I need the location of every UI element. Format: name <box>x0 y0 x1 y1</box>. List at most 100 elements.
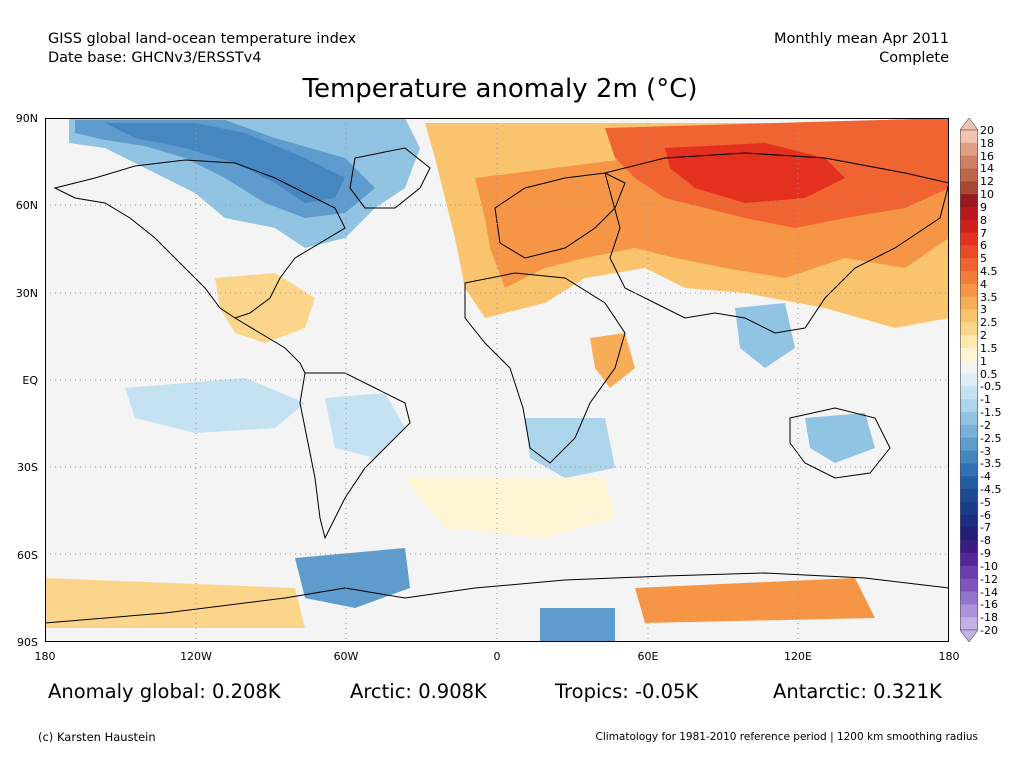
colorbar-swatch <box>960 309 978 323</box>
lon-label: 60W <box>333 650 359 663</box>
lat-label: 60N <box>15 199 38 212</box>
colorbar-label: 3 <box>980 303 987 317</box>
colorbar-swatch <box>960 335 978 349</box>
anomaly-hottest-siberia <box>665 143 845 203</box>
header-right: Monthly mean Apr 2011 Complete <box>774 30 949 68</box>
colorbar-swatch <box>960 130 978 144</box>
coastlines <box>45 147 949 624</box>
colorbar-swatch <box>960 450 978 464</box>
colorbar-swatch <box>960 373 978 387</box>
coast-greenland <box>349 147 431 209</box>
lon-label: 180 <box>34 650 56 663</box>
colorbar-label: -1 <box>980 393 991 407</box>
colorbar-swatch <box>960 617 978 631</box>
colorbar-swatch <box>960 501 978 515</box>
colorbar-label: -1.5 <box>980 406 1002 420</box>
lat-label: 60S <box>17 549 38 562</box>
coast-central-america <box>234 317 306 374</box>
colorbar-swatch <box>960 283 978 297</box>
stat-tropics: Tropics: -0.05K <box>555 680 699 703</box>
stat-antarctic: Antarctic: 0.321K <box>773 680 942 703</box>
colorbar-swatch <box>960 245 978 259</box>
colorbar-swatch <box>960 142 978 156</box>
header-left: GISS global land-ocean temperature index… <box>48 30 356 68</box>
colorbar-label: -4.5 <box>980 482 1002 496</box>
colorbar-label: 4 <box>980 277 987 291</box>
colorbar-swatch <box>960 527 978 541</box>
colorbar-label: 10 <box>980 188 994 202</box>
temperature-map <box>45 118 949 642</box>
colorbar-swatch <box>960 155 978 169</box>
lat-label: EQ <box>22 374 38 387</box>
anomaly-cool-southernafrica <box>525 418 615 478</box>
lon-label: 0 <box>493 650 501 663</box>
colorbar-swatch <box>960 437 978 451</box>
colorbar-label: 6 <box>980 239 987 253</box>
period-label: Monthly mean Apr 2011 <box>774 31 949 47</box>
colorbar-label: -20 <box>980 624 998 637</box>
colorbar-label: -12 <box>980 572 998 586</box>
lat-label: 30S <box>17 461 38 474</box>
colorbar-label: -18 <box>980 611 998 625</box>
colorbar-label: -8 <box>980 534 991 548</box>
colorbar-swatch <box>960 578 978 592</box>
anomaly-cool-australia <box>805 413 875 463</box>
colorbar-swatch <box>960 591 978 605</box>
stat-arctic: Arctic: 0.908K <box>350 680 487 703</box>
lon-label: 60E <box>637 650 659 663</box>
colorbar-label: 0.5 <box>980 367 998 381</box>
anomaly-warm-mexico <box>215 273 315 343</box>
credit-text: (c) Karsten Haustein <box>38 730 156 744</box>
colorbar-label: -5 <box>980 495 991 509</box>
colorbar-label: -4 <box>980 470 991 484</box>
colorbar-label: 18 <box>980 136 994 150</box>
colorbar-swatch <box>960 232 978 246</box>
colorbar-swatch <box>960 514 978 528</box>
coast-australia <box>789 407 891 479</box>
colorbar-label: 14 <box>980 162 994 176</box>
colorbar-label: -7 <box>980 521 991 535</box>
map-frame <box>45 118 949 642</box>
colorbar-label: 5 <box>980 252 987 266</box>
colorbar-swatch <box>960 206 978 221</box>
colorbar-label: -3.5 <box>980 457 1002 471</box>
colorbar-swatch <box>960 219 978 233</box>
coast-north-america <box>53 159 346 319</box>
colorbar-label: 1 <box>980 354 987 368</box>
colorbar-label: -3 <box>980 444 991 458</box>
graticule <box>45 118 949 642</box>
colorbar-label: 3.5 <box>980 290 998 304</box>
anomaly-warm-east-antarctica <box>635 578 875 623</box>
status-label: Complete <box>879 50 949 66</box>
colorbar-swatch <box>960 565 978 580</box>
colorbar-label: 8 <box>980 213 987 227</box>
colorbar-label: 9 <box>980 200 987 214</box>
colorbar-label: 20 <box>980 124 994 137</box>
colorbar-label: -16 <box>980 598 998 612</box>
colorbar-swatch <box>960 386 978 400</box>
colorbar-label: -2.5 <box>980 431 1002 445</box>
colorbar-swatch <box>960 181 978 195</box>
anomaly-warm-west-antarctica <box>45 578 305 628</box>
colorbar-labels: 20 18 16 14 12 10 9 8 7 6 5 4.5 4 3.5 3 2.5 2 1.5 1 0.5 -0.5… <box>980 118 1020 642</box>
colorbar-label: -6 <box>980 508 991 522</box>
colorbar-label: -14 <box>980 585 998 599</box>
colorbar-swatch <box>960 347 978 362</box>
colorbar-label: 1.5 <box>980 341 998 355</box>
colorbar-label: -10 <box>980 559 998 573</box>
anomaly-warm-southatlantic <box>405 478 615 538</box>
map-title: Temperature anomaly 2m (°C) <box>302 74 698 104</box>
coast-africa <box>464 272 626 464</box>
dataset-name: GISS global land-ocean temperature index <box>48 31 357 47</box>
lon-label: 180 <box>938 650 960 663</box>
anomaly-cold-antarctic-patch <box>540 608 615 642</box>
stat-global: Anomaly global: 0.208K <box>48 680 281 703</box>
colorbar-swatch <box>960 553 978 567</box>
lat-label: 90S <box>17 636 38 649</box>
anomaly-cold-antarctic-peninsula <box>295 548 410 608</box>
colorbar-swatch <box>960 360 978 374</box>
colorbar-label: -0.5 <box>980 380 1002 394</box>
anomaly-cool-pacific <box>125 378 305 433</box>
colorbar-swatch <box>960 271 978 285</box>
colorbar-swatch <box>960 296 978 310</box>
